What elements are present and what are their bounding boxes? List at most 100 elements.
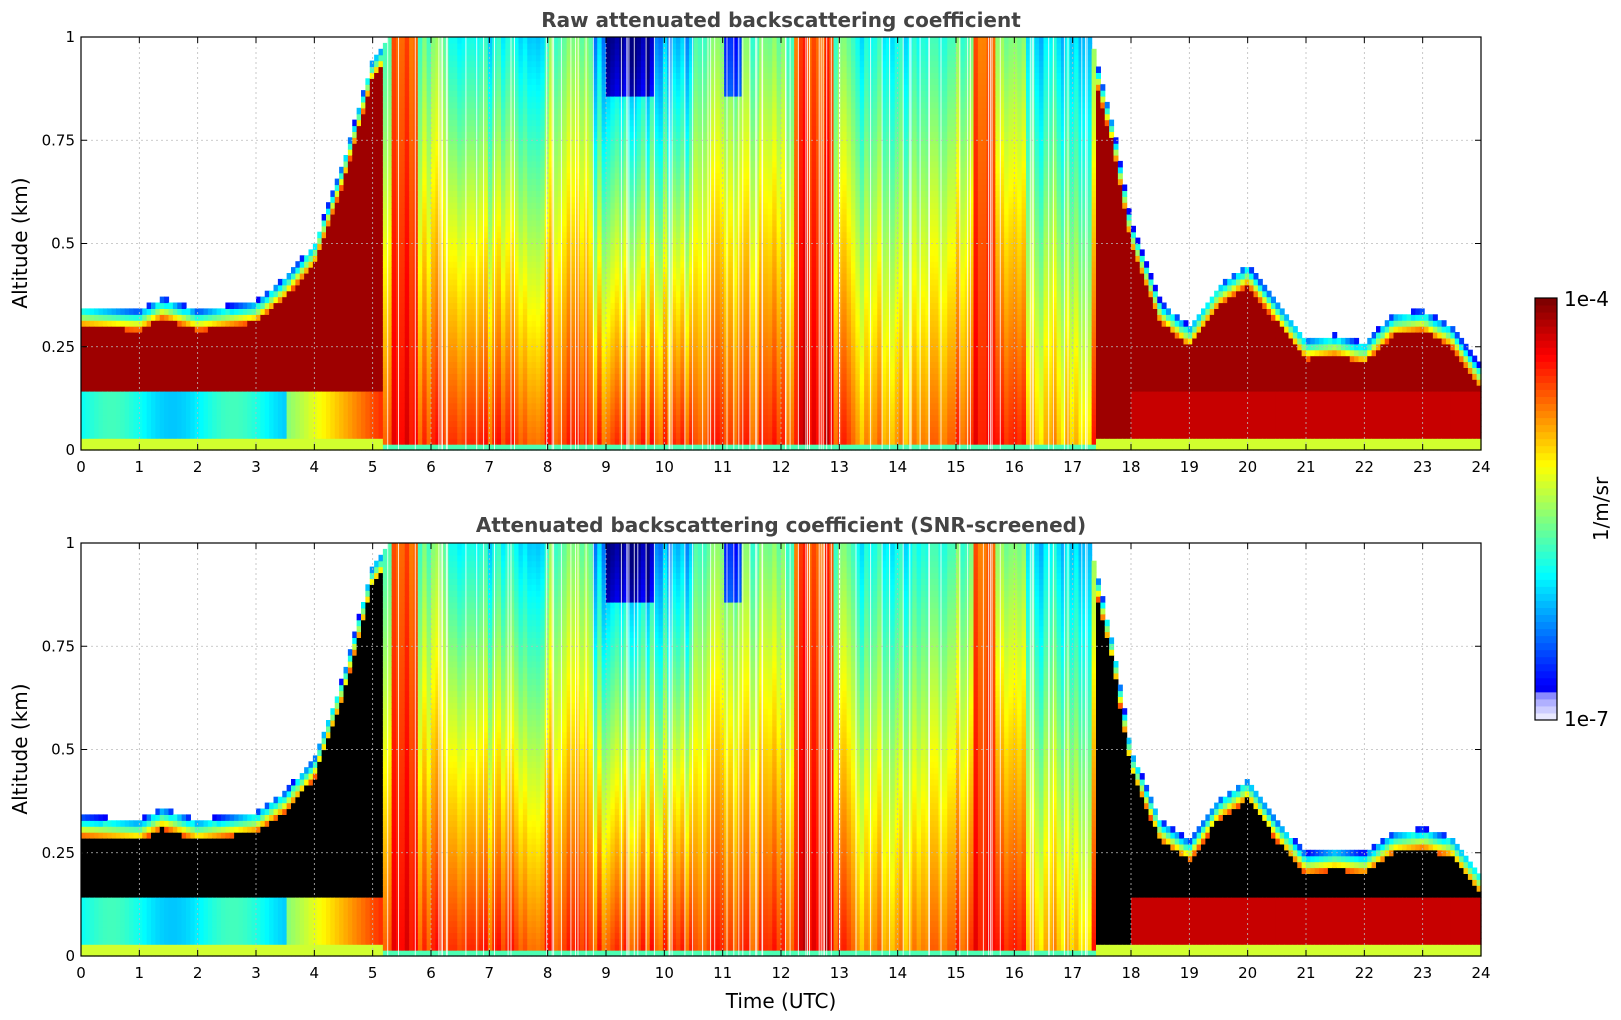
heatmap-cell: [343, 426, 349, 433]
heatmap-cell: [137, 361, 143, 368]
heatmap-cell: [400, 284, 406, 292]
heatmap-cell: [404, 160, 410, 168]
heatmap-column: [299, 255, 305, 451]
heatmap-cell: [422, 96, 428, 103]
heatmap-cell: [536, 84, 541, 91]
heatmap-cell: [317, 349, 323, 357]
heatmap-cell: [522, 278, 528, 286]
heatmap-cell: [514, 349, 520, 357]
heatmap-cell: [308, 408, 314, 416]
heatmap-cell: [116, 402, 121, 410]
heatmap-cell: [374, 278, 380, 286]
heatmap-cell: [365, 355, 371, 363]
heatmap-cell: [549, 332, 555, 339]
heatmap-cell: [483, 107, 489, 115]
heatmap-cell: [466, 426, 471, 433]
heatmap-cell: [269, 326, 275, 333]
heatmap-cell: [536, 355, 541, 363]
heatmap-cell: [382, 101, 388, 109]
heatmap-cell: [514, 190, 520, 197]
heatmap-cell: [164, 349, 170, 357]
heatmap-cell: [417, 243, 423, 250]
heatmap-cell: [509, 172, 515, 180]
heatmap-cell: [330, 367, 336, 374]
heatmap-cell: [431, 332, 436, 339]
heatmap-cell: [137, 308, 143, 315]
heatmap-cell: [116, 385, 121, 392]
heatmap-cell: [505, 296, 511, 304]
heatmap-cell: [382, 131, 388, 138]
heatmap-cell: [404, 202, 410, 209]
heatmap-cell: [518, 255, 524, 262]
heatmap-cell: [107, 343, 113, 351]
heatmap-cell: [540, 414, 546, 422]
heatmap-cell: [194, 391, 200, 398]
heatmap-cell: [172, 402, 178, 410]
heatmap-cell: [304, 385, 310, 392]
heatmap-cell: [137, 414, 143, 422]
heatmap-cell: [409, 408, 415, 416]
heatmap-cell: [505, 113, 511, 121]
heatmap-cell: [89, 444, 95, 451]
heatmap-cell: [527, 302, 533, 309]
heatmap-cell: [378, 184, 384, 191]
heatmap-cell: [540, 125, 546, 132]
heatmap-cell: [172, 396, 178, 404]
heatmap-cell: [207, 349, 213, 357]
heatmap-cell: [518, 90, 524, 97]
heatmap-cell: [391, 125, 397, 132]
heatmap-cell: [518, 391, 524, 398]
heatmap-cell: [431, 214, 436, 221]
heatmap-cell: [470, 355, 476, 363]
heatmap-cell: [514, 361, 520, 368]
heatmap-cell: [457, 190, 463, 197]
heatmap-cell: [374, 54, 380, 62]
heatmap-cell: [269, 391, 275, 398]
heatmap-cell: [251, 343, 257, 351]
heatmap-cell: [89, 308, 95, 315]
heatmap-cell: [159, 373, 165, 380]
heatmap-cell: [391, 426, 397, 433]
heatmap-cell: [334, 278, 340, 286]
heatmap-cell: [448, 249, 454, 256]
heatmap-cell: [251, 355, 257, 363]
heatmap-cell: [518, 190, 524, 197]
heatmap-cell: [483, 166, 489, 174]
heatmap-cell: [518, 273, 524, 280]
heatmap-cell: [137, 320, 143, 327]
heatmap-cell: [277, 373, 283, 380]
heatmap-cell: [527, 255, 533, 262]
heatmap-cell: [448, 296, 454, 304]
heatmap-column: [448, 37, 454, 451]
heatmap-cell: [501, 78, 506, 85]
heatmap-cell: [540, 172, 546, 180]
heatmap-cell: [457, 60, 463, 68]
heatmap-cell: [426, 367, 432, 374]
heatmap-cell: [312, 314, 318, 321]
heatmap-cell: [256, 438, 261, 445]
heatmap-cell: [194, 361, 200, 368]
heatmap-cell: [452, 314, 458, 321]
heatmap-cell: [365, 302, 371, 309]
heatmap-column: [339, 166, 345, 451]
heatmap-cell: [111, 385, 117, 392]
heatmap-cell: [448, 84, 454, 91]
heatmap-cell: [527, 60, 533, 68]
heatmap-cell: [509, 155, 515, 162]
heatmap-cell: [391, 261, 397, 268]
heatmap-cell: [540, 54, 546, 62]
heatmap-cell: [487, 78, 493, 85]
heatmap-cell: [120, 361, 126, 368]
heatmap-cell: [234, 320, 240, 327]
heatmap-cell: [286, 438, 292, 445]
heatmap-cell: [229, 408, 235, 416]
heatmap-cell: [107, 408, 113, 416]
heatmap-cell: [413, 361, 419, 368]
heatmap-cell: [382, 48, 388, 56]
heatmap-cell: [369, 379, 375, 386]
heatmap-cell: [431, 343, 436, 351]
heatmap-cell: [536, 426, 541, 433]
heatmap-cell: [129, 337, 135, 345]
heatmap-cell: [540, 444, 546, 451]
heatmap-cell: [501, 237, 506, 245]
